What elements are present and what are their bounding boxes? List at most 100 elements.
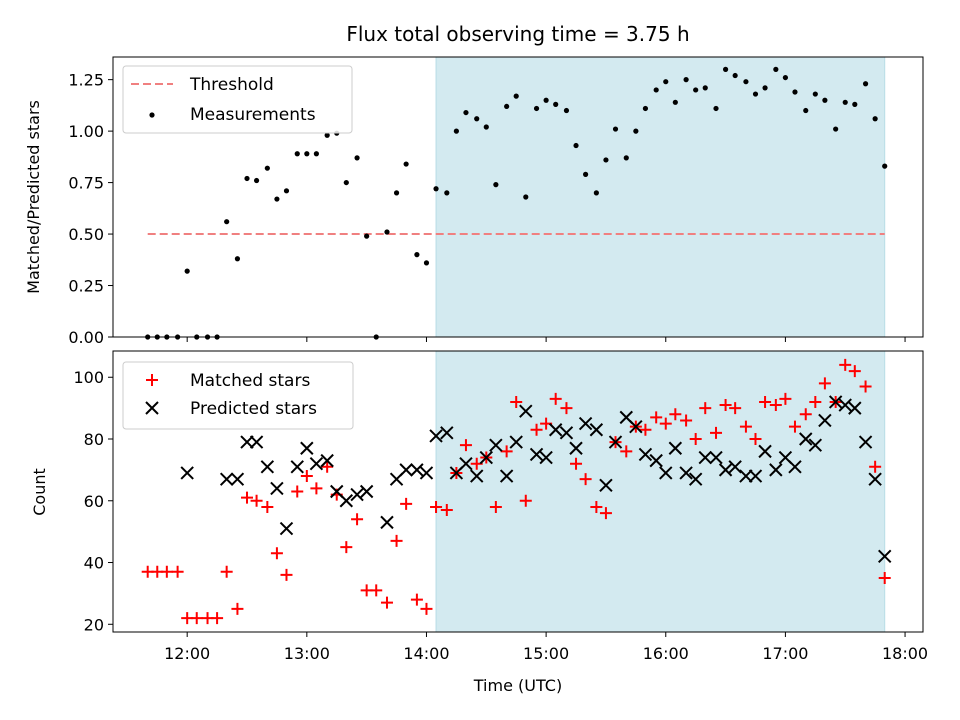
predicted-stars-point xyxy=(608,435,623,449)
measurement-point xyxy=(642,105,649,112)
y-tick-label: 0.75 xyxy=(68,174,104,193)
measurement-point xyxy=(423,260,430,266)
matched-stars-point xyxy=(769,399,782,412)
predicted-stars-point xyxy=(240,435,254,449)
y-tick-label: 1.25 xyxy=(68,71,104,90)
measurement-point xyxy=(693,87,699,93)
y-tick-label: 0.00 xyxy=(68,328,104,347)
predicted-stars-point xyxy=(270,481,284,496)
predicted-stars-point xyxy=(698,450,712,465)
measurement-point xyxy=(702,85,708,91)
matched-stars-point xyxy=(440,504,453,517)
measurement-point xyxy=(782,74,789,81)
matched-stars-point xyxy=(291,485,304,498)
bottom-panel-frame xyxy=(112,350,924,633)
predicted-stars-point xyxy=(279,521,294,536)
matched-stars-point xyxy=(689,433,702,446)
measurement-point xyxy=(403,161,409,167)
predicted-stars-point xyxy=(519,404,533,418)
predicted-stars-point xyxy=(788,460,802,474)
measurement-point xyxy=(683,77,689,83)
x-tick-label: 14:00 xyxy=(403,644,449,663)
y-tick-label: 60 xyxy=(84,492,104,511)
bottom-legend: Matched stars Predicted stars xyxy=(122,361,354,430)
predicted-stars-point xyxy=(320,453,334,468)
matched-stars-point xyxy=(659,417,672,430)
legend-matched-plus-icon xyxy=(146,374,158,386)
matched-stars-point xyxy=(869,460,882,473)
matched-stars-point xyxy=(300,470,313,483)
matched-stars-point xyxy=(400,497,413,510)
matched-stars-point xyxy=(799,408,812,421)
matched-stars-point xyxy=(410,593,423,606)
predicted-stars-point xyxy=(249,435,264,449)
matched-stars-point xyxy=(519,494,532,507)
predicted-stars-point xyxy=(219,472,234,486)
predicted-stars-point xyxy=(688,472,703,486)
bottom-y-axis-label: Count xyxy=(30,468,49,516)
predicted-stars-point xyxy=(440,426,454,440)
predicted-stars-point xyxy=(470,469,484,483)
legend-measurements-dot-icon xyxy=(149,112,155,118)
matched-stars-point xyxy=(250,494,263,507)
measurement-point xyxy=(872,116,878,122)
legend-matched-label: Matched stars xyxy=(190,371,310,391)
x-tick-label: 17:00 xyxy=(762,644,808,663)
predicted-stars-point xyxy=(489,438,503,452)
bottom-panel: 20 40 60 80 100 12:00 13:00 14:00 15:00 16:00 17:… xyxy=(30,350,928,695)
measurement-point xyxy=(253,177,260,184)
matched-stars-point xyxy=(570,457,583,470)
measurement-point xyxy=(433,186,439,192)
observing-interval-shade xyxy=(435,56,886,338)
predicted-stars-point xyxy=(529,447,544,462)
measurement-point xyxy=(463,109,469,116)
measurement-point xyxy=(762,85,768,91)
predicted-stars-point xyxy=(638,447,653,462)
measurement-point xyxy=(623,155,629,161)
observing-interval-shade xyxy=(435,350,886,633)
measurement-point xyxy=(533,105,540,112)
matched-stars-point xyxy=(340,541,353,554)
y-tick-label: 80 xyxy=(84,430,104,449)
matched-stars-point xyxy=(669,408,682,421)
measurement-point xyxy=(313,151,319,157)
measurement-point xyxy=(393,190,400,196)
measurement-point xyxy=(633,128,639,134)
predicted-stars-point xyxy=(599,478,613,493)
matched-stars-point xyxy=(160,565,173,578)
predicted-stars-point xyxy=(878,549,892,564)
predicted-stars-point xyxy=(649,453,663,468)
predicted-stars-point xyxy=(739,469,753,483)
matched-stars-point xyxy=(878,571,891,584)
measurement-point xyxy=(543,97,549,103)
matched-stars-point xyxy=(459,439,472,452)
matched-stars-point xyxy=(310,482,323,495)
matched-stars-point xyxy=(430,500,443,513)
matched-stars-point xyxy=(839,358,852,371)
predicted-stars-point xyxy=(709,450,723,465)
predicted-stars-point xyxy=(718,463,733,477)
predicted-stars-point xyxy=(559,426,574,440)
predicted-stars-point xyxy=(509,435,523,449)
predicted-stars-point xyxy=(429,429,443,443)
y-tick-label: 0.50 xyxy=(68,225,104,244)
measurement-point xyxy=(773,66,779,72)
predicted-stars-point xyxy=(260,460,275,474)
predicted-stars-point xyxy=(629,419,643,434)
measurement-point xyxy=(354,155,360,161)
matched-stars-point xyxy=(211,612,224,625)
measurement-point xyxy=(563,107,570,114)
predicted-stars-point xyxy=(499,469,514,483)
matched-stars-point xyxy=(261,500,274,513)
matched-stars-point xyxy=(788,420,801,433)
measurement-point xyxy=(483,124,489,130)
measurement-point xyxy=(234,256,241,262)
top-y-axis-label: Matched/Predicted stars xyxy=(24,100,43,294)
x-tick-label: 16:00 xyxy=(643,644,689,663)
top-panel: 0.00 0.25 0.50 0.75 1.00 1.25 Matched/Predict… xyxy=(24,56,924,347)
chart-title: Flux total observing time = 3.75 h xyxy=(346,22,689,46)
predicted-stars-point xyxy=(828,395,843,409)
predicted-stars-point xyxy=(419,466,434,480)
matched-stars-point xyxy=(270,547,283,560)
